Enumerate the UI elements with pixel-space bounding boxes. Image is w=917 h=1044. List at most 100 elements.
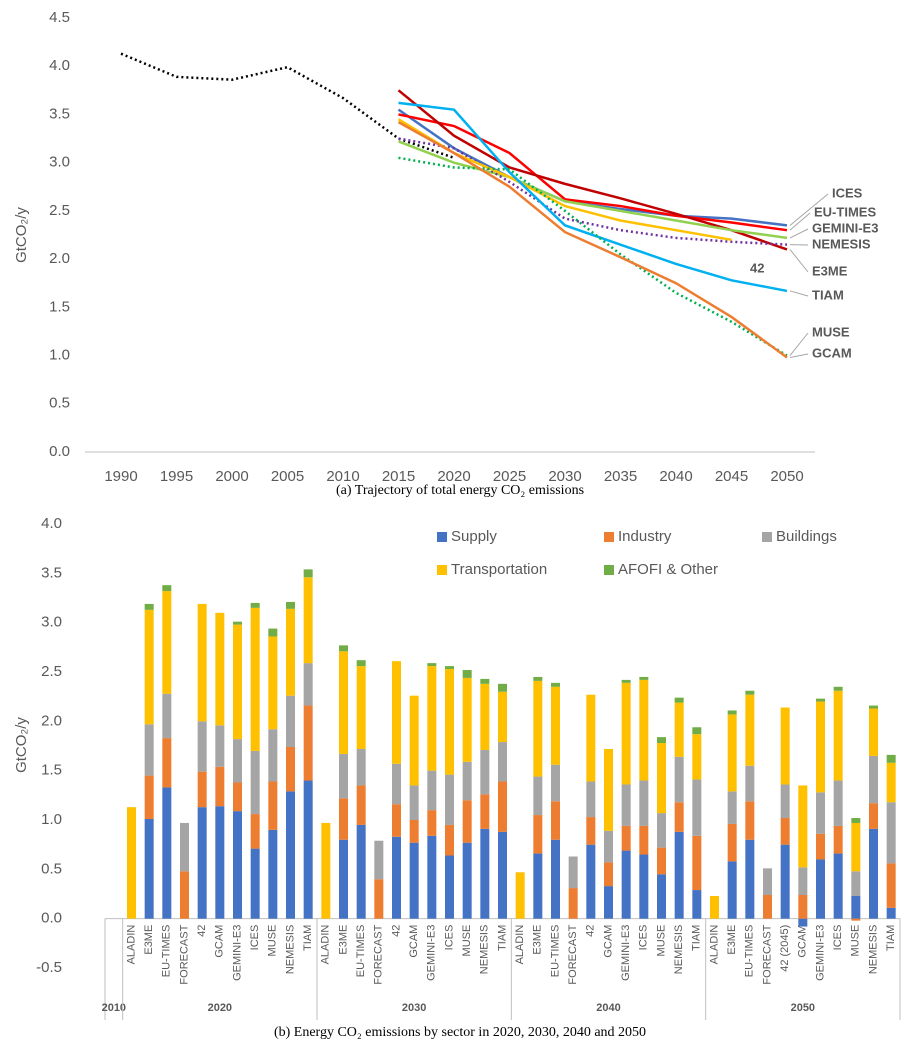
bar-segment	[780, 818, 790, 845]
category-label: FORECAST	[178, 924, 190, 984]
x-tick-label: 2005	[271, 468, 304, 485]
bar-segment	[586, 781, 596, 818]
category-label: FORECAST	[761, 924, 773, 984]
bar-segment	[180, 822, 189, 872]
y-tick-label: 4.0	[49, 57, 70, 74]
bar-segment	[303, 569, 313, 578]
bar-segment	[250, 848, 260, 919]
bar-segment	[462, 842, 472, 919]
bar-segment	[692, 734, 702, 780]
bar-segment	[551, 764, 560, 802]
y-tick-label: 1.0	[41, 811, 62, 828]
bar-segment	[321, 822, 331, 919]
bar-segment	[233, 739, 242, 783]
y-tick-label: 1.0	[49, 347, 70, 364]
label-connector	[789, 212, 811, 231]
line-series	[398, 156, 788, 357]
x-tick-label: 2030	[548, 468, 581, 485]
bar-segment	[568, 856, 578, 889]
line-series	[397, 121, 788, 359]
bar-segment	[462, 677, 472, 762]
bar-segment	[286, 695, 295, 747]
bar-segment	[692, 835, 702, 891]
x-tick-label: 1990	[104, 468, 137, 485]
bar-segment	[851, 895, 861, 919]
bar-segment	[339, 651, 348, 754]
bar-segment	[586, 817, 596, 845]
bar-segment	[445, 824, 454, 856]
bar-segment	[427, 835, 437, 919]
bar-segment	[674, 702, 684, 757]
bar-segment	[533, 853, 543, 919]
bar-segment	[233, 811, 242, 919]
bar-segment	[674, 802, 684, 832]
category-label: NEMESIS	[479, 925, 491, 975]
bar-segment	[197, 771, 207, 808]
bar-segment	[745, 765, 755, 802]
bar-segment	[374, 879, 384, 919]
bar-segment	[233, 624, 242, 740]
group-label: 2010	[102, 1002, 126, 1014]
bar-segment	[886, 762, 896, 803]
bar-segment	[498, 781, 507, 832]
category-label: GEMINI-E3	[426, 925, 438, 981]
y-tick-label: 1.5	[49, 298, 70, 315]
bar-segment	[286, 791, 295, 919]
x-tick-label: 2040	[659, 468, 692, 485]
bar-segment	[798, 785, 808, 868]
bar-segment	[409, 785, 419, 820]
bar-segment	[692, 890, 702, 919]
y-tick-label: 3.5	[49, 105, 70, 122]
bar-segment	[586, 844, 596, 919]
x-tick-label: 1995	[160, 468, 193, 485]
series-label: EU-TIMES	[814, 204, 876, 219]
bar-segment	[427, 663, 437, 667]
bar-segment	[727, 714, 737, 792]
bar-segment	[851, 822, 861, 872]
category-label: MUSE	[850, 925, 862, 957]
bar-segment	[233, 621, 242, 625]
bar-segment	[710, 895, 719, 919]
y-tick-label: 0.5	[49, 395, 70, 412]
bar-segment	[674, 831, 684, 919]
bar-segment	[657, 743, 666, 814]
category-label: ICES	[638, 925, 650, 951]
category-label: ALADIN	[514, 925, 526, 965]
bar-segment	[657, 847, 666, 875]
y-tick-label: 0.0	[41, 910, 62, 927]
category-label: GCAM	[214, 925, 226, 958]
line-series	[398, 137, 788, 246]
category-label: NEMESIS	[867, 925, 879, 975]
x-tick-label: 2015	[382, 468, 415, 485]
category-label: 42	[585, 925, 597, 937]
bar-segment	[869, 803, 878, 829]
y-axis-label: GtCO₂/y	[13, 207, 30, 263]
legend-swatch	[437, 532, 447, 542]
legend-label: Transportation	[451, 561, 547, 578]
category-label: 42 (2045)	[779, 925, 791, 972]
bar-segment	[515, 872, 525, 919]
category-label: E3ME	[532, 925, 544, 955]
x-tick-label: 2045	[715, 468, 748, 485]
bar-segment	[869, 828, 878, 919]
y-axis-label: GtCO₂/y	[13, 717, 30, 773]
bar-segment	[780, 784, 790, 819]
bar-segment	[886, 907, 896, 919]
category-label: ALADIN	[320, 925, 332, 965]
bar-segment	[727, 710, 737, 715]
category-label: GEMINI-E3	[231, 925, 243, 981]
bar-segment	[268, 628, 278, 637]
bar-segment	[851, 918, 861, 921]
bar-segment	[268, 781, 278, 830]
bar-segment	[533, 680, 543, 777]
bar-segment	[621, 850, 631, 919]
bar-segment	[480, 794, 490, 829]
bar-segment	[639, 679, 649, 781]
category-label: ALADIN	[708, 925, 720, 965]
bar-segment	[356, 660, 366, 667]
bar-segment	[498, 683, 507, 692]
bar-segment	[144, 603, 154, 610]
legend-label: Buildings	[776, 528, 837, 545]
bar-segment	[268, 829, 278, 919]
bar-segment	[374, 840, 384, 880]
